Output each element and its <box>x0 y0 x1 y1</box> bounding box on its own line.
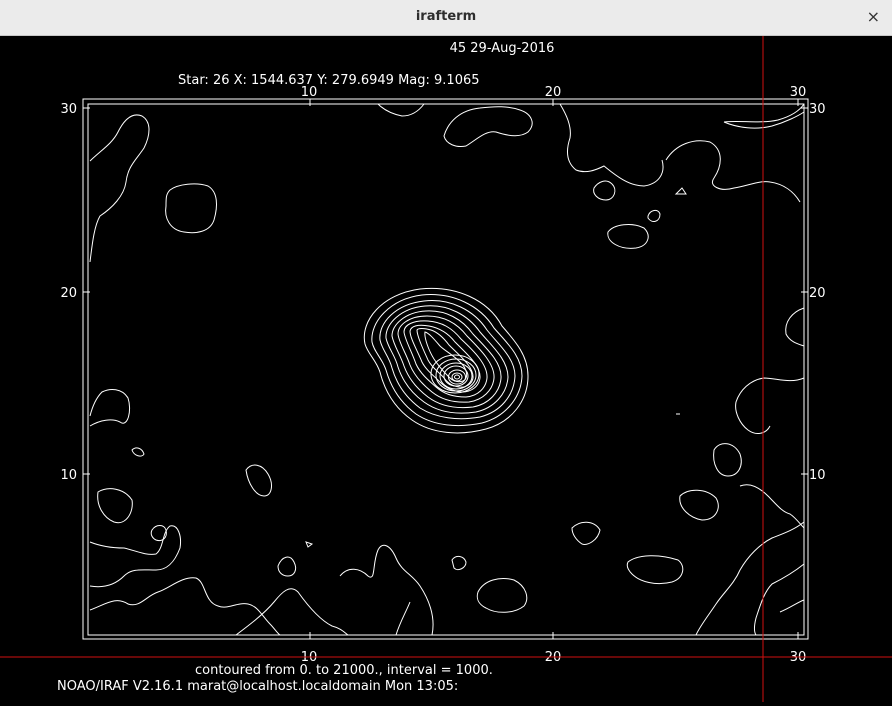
contour-bottom-right-3 <box>739 484 805 529</box>
contour-island-9 <box>713 443 742 477</box>
contour-island-10 <box>679 489 719 521</box>
contour-top-right-1 <box>559 103 664 187</box>
contour-bottom-4 <box>339 544 434 636</box>
status-line: NOAO/IRAF V2.16.1 marat@localhost.locald… <box>57 679 458 694</box>
contour-left-1 <box>89 389 131 427</box>
y-tick-left-30: 30 <box>60 102 77 117</box>
x-tick-top-20: 20 <box>545 85 562 100</box>
plot-frame-outer <box>82 98 809 640</box>
contour-island-4 <box>647 209 661 222</box>
contour-bottom-right-2 <box>754 563 805 636</box>
contour-island-12 <box>277 556 297 577</box>
x-tick-top-30: 30 <box>790 85 807 100</box>
contour-top-mid-1 <box>377 103 425 117</box>
contour-plot <box>89 103 805 636</box>
plot-title: 45 29-Aug-2016 <box>450 41 555 56</box>
contour-island-8 <box>97 488 133 524</box>
contour-island-18 <box>626 555 684 585</box>
contour-right-1 <box>785 307 805 347</box>
close-icon[interactable]: × <box>866 7 880 26</box>
contour-note: contoured from 0. to 21000., interval = … <box>195 663 493 678</box>
x-tick-top-10: 10 <box>301 85 318 100</box>
contour-island-15 <box>451 555 467 571</box>
contour-island-16 <box>476 578 528 613</box>
contour-island-7 <box>245 464 272 497</box>
contour-island-13 <box>305 541 314 548</box>
y-tick-left-20: 20 <box>60 286 77 301</box>
graphics-terminal[interactable]: 45 29-Aug-2016 Star: 26 X: 1544.637 Y: 2… <box>0 36 892 702</box>
contour-island-5 <box>674 187 687 195</box>
contour-top-right-4 <box>723 111 805 129</box>
contour-bottom-right-4 <box>779 599 805 613</box>
window-titlebar: irafterm × <box>0 0 892 36</box>
window-title: irafterm <box>415 9 477 24</box>
contour-island-14 <box>150 525 167 541</box>
contour-island-3 <box>607 224 649 249</box>
contour-island-6 <box>131 447 145 457</box>
contour-bottom-5 <box>395 601 411 636</box>
contour-top-right-2 <box>665 140 801 203</box>
contour-island-17 <box>571 521 601 545</box>
plot-frame-inner <box>87 103 805 636</box>
contour-island-2 <box>593 180 616 201</box>
contour-bottom-3 <box>235 588 349 636</box>
contour-top-right-3 <box>723 103 805 123</box>
y-tick-left-10: 10 <box>60 468 77 483</box>
y-tick-right-10: 10 <box>809 468 826 483</box>
star-info: Star: 26 X: 1544.637 Y: 279.6949 Mag: 9.… <box>178 73 480 88</box>
contour-top-left <box>89 114 150 263</box>
contour-bottom-1 <box>89 525 181 588</box>
contour-island-1 <box>165 183 217 234</box>
tick-marks <box>83 99 808 639</box>
y-tick-right-20: 20 <box>809 286 826 301</box>
y-tick-right-30: 30 <box>809 102 826 117</box>
star-contours <box>363 287 529 434</box>
contour-bottom-2 <box>89 577 281 636</box>
contour-top-mid-2 <box>443 106 533 147</box>
contour-bottom-right-1 <box>695 521 805 636</box>
contour-right-2 <box>735 377 805 434</box>
